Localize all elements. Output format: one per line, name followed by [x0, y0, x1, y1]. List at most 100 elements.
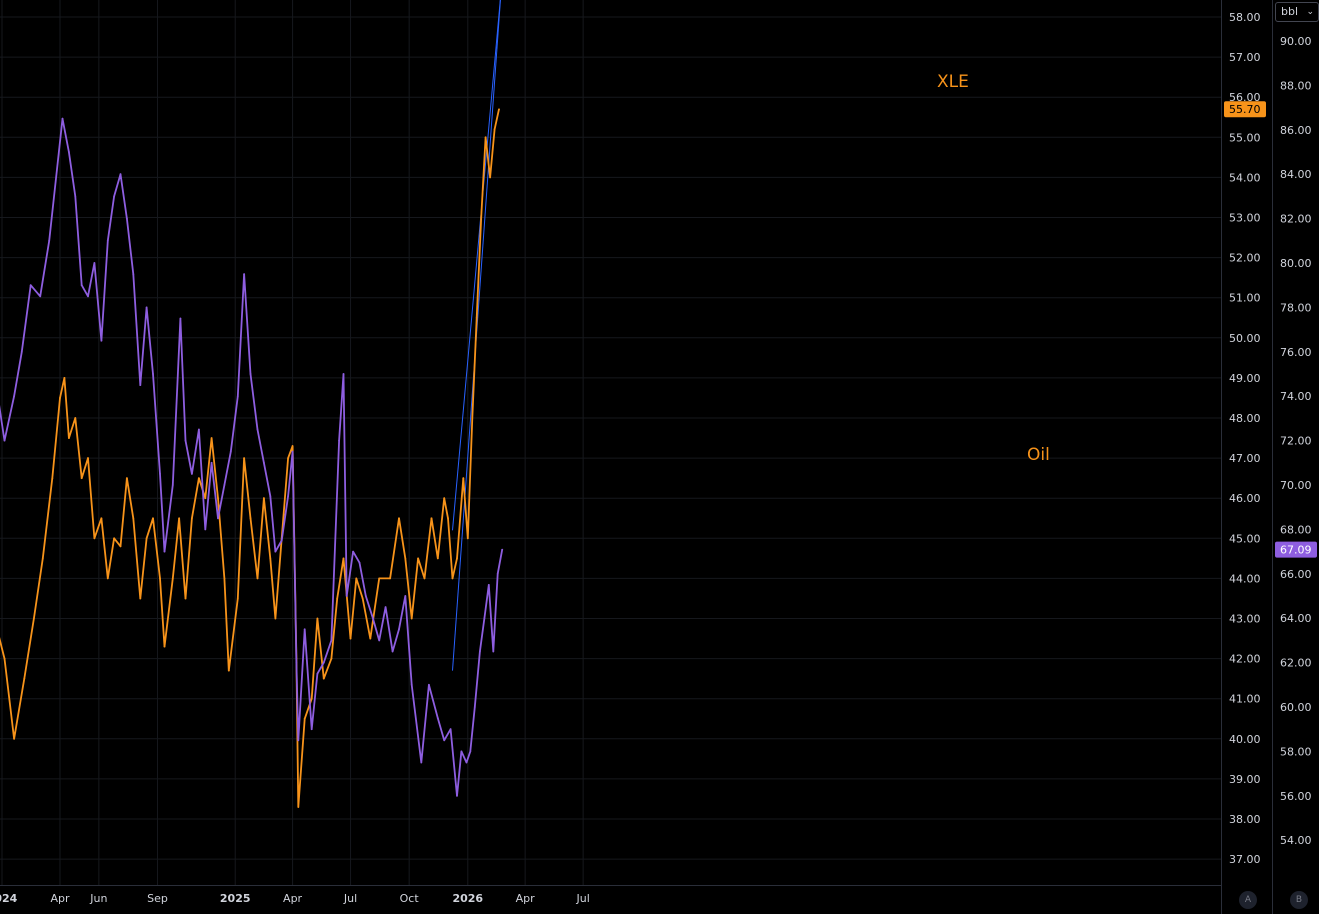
- right-axis-tick-label: 56.00: [1280, 790, 1312, 803]
- left-axis-tick-label: 58.00: [1229, 11, 1261, 24]
- unit-selector[interactable]: bbl ⌄: [1275, 2, 1319, 22]
- left-axis-tick-label: 51.00: [1229, 292, 1261, 305]
- series-point: [355, 577, 358, 580]
- series-point: [345, 595, 348, 597]
- left-axis-tick-label: 56.00: [1229, 91, 1261, 104]
- series-point: [63, 377, 66, 379]
- chevron-down-icon: ⌄: [1306, 7, 1314, 17]
- x-axis-tick-label: Apr: [283, 892, 303, 905]
- series-point: [204, 528, 207, 531]
- series-point: [3, 657, 6, 660]
- series-point: [484, 136, 487, 139]
- series-point: [469, 750, 472, 753]
- series-point: [280, 539, 283, 542]
- series-point: [145, 306, 148, 309]
- series-point: [243, 273, 246, 275]
- series-point: [378, 639, 381, 642]
- right-axis-tick-label: 54.00: [1280, 834, 1312, 847]
- series-point: [41, 557, 44, 560]
- left-axis-tick-label: 50.00: [1229, 332, 1261, 345]
- series-point: [371, 617, 374, 620]
- series-point: [398, 517, 400, 520]
- series-point: [398, 628, 400, 631]
- left-axis-tick-label: 55.00: [1229, 131, 1261, 144]
- series-point: [217, 517, 219, 520]
- unit-selector-label: bbl: [1281, 5, 1299, 18]
- right-axis-tick-label: 84.00: [1280, 168, 1312, 181]
- last-value-badge-xle: [1224, 101, 1266, 118]
- series-point: [338, 439, 340, 442]
- series-point: [269, 557, 272, 560]
- series-point: [479, 650, 481, 653]
- series-point: [132, 517, 135, 520]
- left-axis-panel: [1221, 0, 1272, 914]
- series-point: [262, 461, 265, 464]
- series-point: [287, 457, 290, 459]
- right-axis-tick-label: 64.00: [1280, 612, 1312, 625]
- series-point: [389, 577, 391, 580]
- auto-scale-button[interactable]: A: [1239, 891, 1257, 909]
- series-point: [428, 683, 430, 686]
- x-axis-tick-label: Jul: [575, 892, 589, 905]
- series-point: [498, 108, 500, 111]
- series-point: [152, 373, 154, 375]
- right-axis-panel: [1272, 0, 1319, 914]
- series-point: [322, 661, 325, 664]
- series-point: [217, 497, 219, 500]
- last-value-badge-oil: [1275, 541, 1317, 558]
- series-point: [13, 737, 16, 740]
- series-point: [291, 450, 294, 453]
- series-point: [269, 495, 272, 497]
- left-axis-tick-label: 42.00: [1229, 653, 1261, 666]
- left-axis-tick-label: 39.00: [1229, 773, 1261, 786]
- right-axis-tick-label: 68.00: [1280, 523, 1312, 536]
- series-point: [100, 339, 103, 342]
- series-point: [93, 262, 96, 264]
- series-point: [87, 295, 89, 298]
- grid-lines: [0, 0, 1221, 885]
- series-point: [471, 417, 474, 419]
- series-point: [163, 645, 166, 648]
- series-point: [352, 550, 354, 553]
- trend-channel-line: [452, 0, 501, 531]
- x-axis-tick-label: Sep: [147, 892, 168, 905]
- left-axis-tick-label: 57.00: [1229, 51, 1261, 64]
- series-xle: [0, 108, 500, 808]
- x-axis-tick-label: 2026: [452, 892, 483, 905]
- x-axis-tick-label: Jul: [343, 892, 357, 905]
- series-point: [190, 517, 193, 520]
- scale-mode-label: B: [1295, 895, 1303, 905]
- series-point: [61, 117, 64, 120]
- series-point: [20, 350, 23, 353]
- series-point: [487, 584, 490, 586]
- annotations: XLE Oil: [937, 72, 1050, 465]
- series-point: [391, 650, 394, 653]
- series-point: [443, 739, 446, 742]
- x-axis-tick-label: 2025: [220, 892, 251, 905]
- series-point: [369, 637, 372, 640]
- series-point: [291, 445, 294, 447]
- series-point: [492, 650, 495, 653]
- series-point: [3, 439, 6, 442]
- series-point: [197, 477, 200, 480]
- annotation-xle: XLE: [937, 72, 969, 92]
- series-point: [223, 577, 226, 580]
- series-point: [456, 557, 458, 560]
- series-point: [364, 595, 367, 597]
- scale-mode-button[interactable]: B: [1290, 891, 1308, 909]
- right-axis-tick-label: 80.00: [1280, 257, 1312, 270]
- series-point: [227, 669, 230, 672]
- series-point: [336, 597, 339, 600]
- right-axis-tick-label: 66.00: [1280, 568, 1312, 581]
- series-point: [417, 557, 419, 560]
- series-point: [303, 717, 306, 720]
- series-point: [489, 176, 491, 179]
- right-axis-tick-label: 60.00: [1280, 701, 1312, 714]
- series-point: [87, 457, 89, 459]
- series-point: [410, 683, 413, 686]
- series-point: [210, 461, 213, 464]
- series-point: [159, 577, 161, 580]
- series-point: [274, 550, 277, 553]
- right-axis-tick-label: 58.00: [1280, 745, 1312, 758]
- series-point: [361, 597, 364, 600]
